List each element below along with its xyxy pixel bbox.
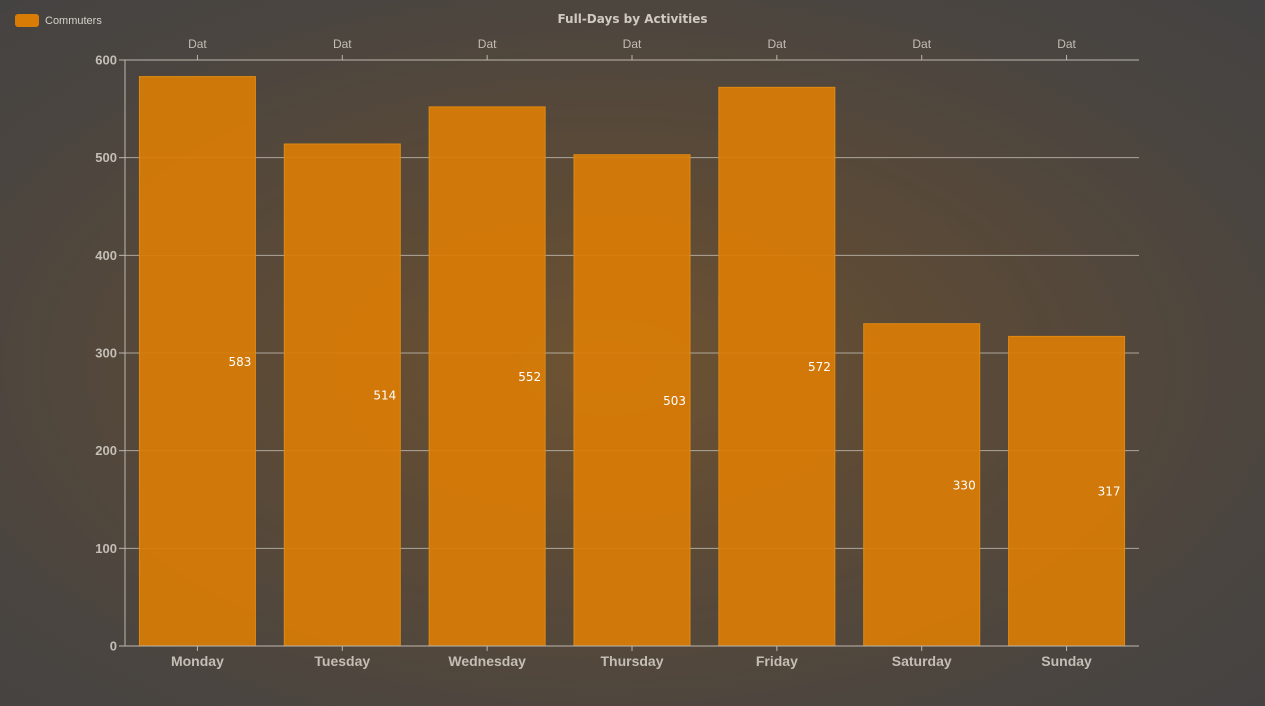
bar-thursday — [573, 154, 691, 647]
y-tick-label: 200 — [95, 443, 117, 458]
x-tick-label: Wednesday — [448, 653, 526, 669]
x-tick-label: Monday — [171, 653, 224, 669]
bar-monday — [138, 76, 256, 647]
chart-title: Full-Days by Activities — [557, 12, 708, 26]
top-axis-label: Dat — [478, 37, 497, 51]
data-label: 503 — [663, 394, 686, 408]
data-label: 552 — [518, 370, 541, 384]
legend-swatch — [15, 14, 39, 27]
x-tick-label: Thursday — [600, 653, 663, 669]
bar-saturday — [863, 323, 981, 647]
y-tick-label: 500 — [95, 150, 117, 165]
y-tick-label: 600 — [95, 53, 117, 68]
top-axis-label: Dat — [333, 37, 352, 51]
y-tick-label: 0 — [110, 639, 117, 654]
y-tick-label: 100 — [95, 541, 117, 556]
bar-sunday — [1008, 335, 1126, 647]
bar-friday — [718, 86, 836, 647]
data-label: 583 — [229, 355, 252, 369]
bar-tuesday — [283, 143, 401, 647]
legend[interactable]: Commuters — [15, 14, 102, 27]
y-tick-label: 300 — [95, 346, 117, 361]
data-label: 330 — [953, 478, 976, 492]
data-label: 317 — [1098, 485, 1121, 499]
x-tick-label: Friday — [756, 653, 798, 669]
top-axis-label: Dat — [768, 37, 787, 51]
bar-wednesday — [428, 106, 546, 647]
top-axis-label: Dat — [188, 37, 207, 51]
y-tick-label: 400 — [95, 248, 117, 263]
data-label: 572 — [808, 360, 831, 374]
x-tick-label: Tuesday — [314, 653, 370, 669]
x-tick-label: Saturday — [892, 653, 952, 669]
legend-label: Commuters — [45, 14, 102, 27]
top-axis-label: Dat — [912, 37, 931, 51]
data-label: 514 — [373, 388, 396, 402]
top-axis-label: Dat — [1057, 37, 1076, 51]
top-axis-label: Dat — [623, 37, 642, 51]
x-tick-label: Sunday — [1041, 653, 1092, 669]
